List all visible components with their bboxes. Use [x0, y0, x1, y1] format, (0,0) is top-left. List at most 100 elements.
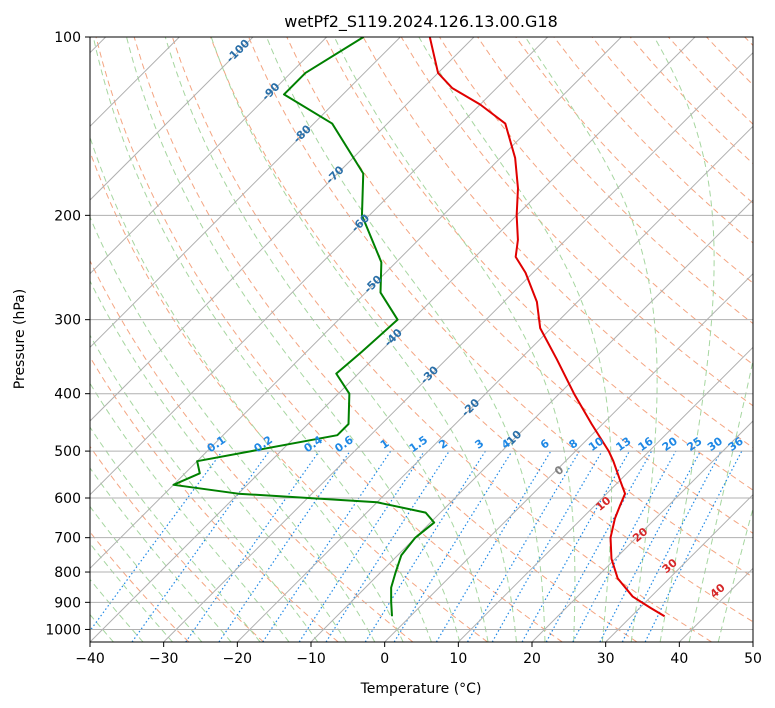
moist-adiabat-line [266, 37, 546, 642]
mixing-ratio-line [545, 450, 653, 642]
mixing-ratio-line [218, 450, 351, 642]
mixing-ratio-line [90, 450, 223, 632]
mixing-ratio-label: 1 [378, 437, 392, 452]
moist-adiabat-label: 10 [593, 494, 613, 514]
x-tick-label: 30 [597, 651, 615, 667]
moist-adiabat-line [90, 505, 203, 642]
x-axis-label: Temperature (°C) [360, 681, 482, 697]
x-tick-label: 20 [523, 651, 541, 667]
y-tick-label: 900 [54, 595, 81, 611]
dry-adiabat-line [324, 37, 753, 491]
mixing-ratio-label: 0.2 [252, 433, 275, 455]
x-tick-label: −10 [296, 651, 326, 667]
x-tick-label: −40 [75, 651, 105, 667]
y-tick-label: 1000 [45, 622, 81, 638]
mixing-ratio-label: 8 [567, 437, 581, 452]
isotherm-label: -30 [418, 363, 441, 386]
isotherm-line [90, 37, 401, 349]
isotherm-label: -20 [459, 396, 482, 419]
x-tick-label: 10 [449, 651, 467, 667]
isotherms [90, 37, 753, 642]
mixing-ratio-line [644, 450, 743, 642]
y-tick-label: 700 [54, 531, 81, 547]
y-tick-label: 500 [54, 444, 81, 460]
moist-adiabat-line [90, 426, 261, 642]
x-tick-label: 40 [670, 651, 688, 667]
dry-adiabat-line [286, 37, 753, 534]
isotherm-label: -80 [291, 122, 314, 145]
mixing-ratio-label: 1.5 [407, 433, 430, 455]
dry-adiabat-line [90, 259, 414, 642]
isotherm-line [90, 37, 254, 201]
isotherm-line [90, 37, 696, 642]
moist-adiabat-line [90, 215, 376, 642]
dry-adiabat-line [668, 37, 753, 125]
x-tick-label: 0 [380, 651, 389, 667]
moist-adiabats [90, 37, 753, 642]
isotherm-label: -100 [224, 37, 253, 66]
y-tick-label: 800 [54, 565, 81, 581]
moist-adiabat-line [653, 37, 715, 642]
moist-adiabat-line [717, 506, 753, 642]
isotherm-line [605, 493, 753, 642]
isotherm-line [163, 51, 753, 642]
plot-frame [89, 36, 754, 643]
y-tick-label: 600 [54, 491, 81, 507]
moist-adiabat-label: 40 [708, 581, 728, 601]
mixing-ratio-line [185, 450, 320, 642]
y-tick-label: 300 [54, 313, 81, 329]
pressure-gridlines [90, 37, 753, 630]
dry-adiabat-line [90, 356, 339, 642]
moist-adiabat-label: 30 [660, 556, 680, 576]
isotherm-line [531, 420, 753, 642]
isotherm-label: -90 [259, 80, 282, 103]
isotherm-line [236, 125, 753, 642]
isotherm-line [310, 199, 753, 642]
mixing-ratio-label: 0.4 [302, 433, 326, 455]
dry-adiabat-line [706, 37, 753, 86]
dry-adiabat-line [90, 445, 264, 642]
mixing-ratio-line [325, 450, 450, 642]
dry-adiabat-line [95, 37, 563, 642]
mixing-ratio-line [521, 450, 631, 642]
x-axis: −40 −30 −20 −10 0 10 20 30 40 50 [75, 642, 762, 667]
x-tick-label: −30 [149, 651, 179, 667]
x-tick-label: 50 [744, 651, 762, 667]
isotherm-line [752, 641, 753, 642]
plot-area: -100-90-80-70-60-50-40-30-20-100.1 0.2 0.4… [90, 37, 753, 642]
mixing-ratio-line [131, 450, 270, 642]
isotherm-line [457, 346, 753, 642]
isotherm-line [90, 37, 475, 422]
dry-adiabat-line [477, 37, 753, 325]
isotherm-line [90, 37, 549, 496]
mixing-ratio-line [599, 450, 702, 642]
mixing-ratio-line [393, 450, 513, 642]
mixing-ratio-label: 3 [473, 437, 487, 452]
mixing-ratio-lines [90, 450, 743, 642]
dry-adiabat-line [210, 37, 753, 623]
temperature-profile-line [428, 37, 666, 618]
dry-adiabat-line [171, 37, 712, 642]
moist-adiabat-line [418, 37, 613, 642]
mixing-ratio-label: 6 [538, 437, 552, 452]
moist-adiabat-line [210, 37, 517, 642]
profiles [172, 37, 666, 618]
moist-adiabat-line [90, 578, 144, 642]
dry-adiabat-line [90, 150, 488, 642]
y-tick-label: 400 [54, 387, 81, 403]
chart-title: wetPf2_S119.2024.126.13.00.G18 [284, 12, 558, 32]
y-tick-label: 200 [54, 208, 81, 224]
mixing-ratio-line [435, 450, 552, 642]
y-axis: 100 200 300 400 500 600 700 800 900 1000 [45, 30, 90, 638]
isotherm-line [384, 272, 753, 642]
moist-adiabat-line [90, 135, 404, 642]
dry-adiabat-line [90, 531, 190, 642]
y-tick-label: 100 [54, 30, 81, 46]
moist-adiabat-line [524, 37, 658, 642]
dry-adiabat-line [591, 37, 753, 204]
moist-adiabat-line [333, 37, 576, 642]
moist-adiabat-line [92, 37, 432, 642]
y-axis-label: Pressure (hPa) [12, 289, 28, 389]
moist-adiabat-line [90, 467, 232, 642]
